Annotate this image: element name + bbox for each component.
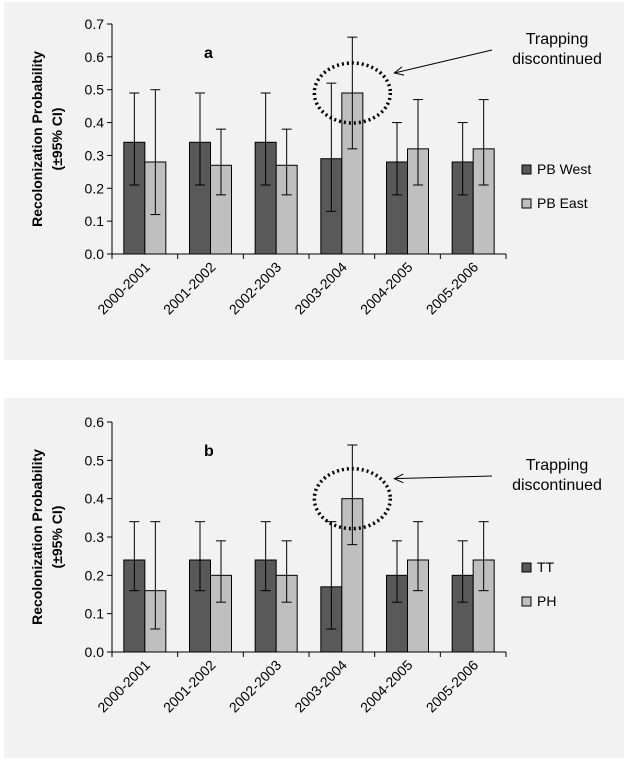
annotation-text-line1: Trapping <box>526 31 589 48</box>
x-tick-label: 2005-2006 <box>423 657 482 716</box>
y-tick-label: 0.4 <box>85 491 105 507</box>
annotation-text-line1: Trapping <box>526 457 589 474</box>
annotation-arrow <box>394 49 493 74</box>
chart-panel-a: 0.0 0.1 0.2 0.3 0.4 0.5 0.6 0.7 2000-2001 2001-20… <box>4 2 624 360</box>
annotation-circle <box>312 466 393 531</box>
annotation-text-line2: discontinued <box>512 477 602 494</box>
x-tick-label: 2003-2004 <box>291 657 350 716</box>
chart-panel-b: 0.0 0.1 0.2 0.3 0.4 0.5 0.6 2000-2001 2001-2002 2… <box>4 398 624 758</box>
y-tick-label: 0.1 <box>85 213 105 229</box>
x-tick-label: 2002-2003 <box>226 259 285 318</box>
panel-label: a <box>204 45 213 62</box>
x-tick-label: 2000-2001 <box>94 657 153 716</box>
panel-label: b <box>204 443 214 460</box>
legend-label: PB West <box>537 161 591 177</box>
chart-a-svg: 0.0 0.1 0.2 0.3 0.4 0.5 0.6 0.7 2000-2001 2001-20… <box>29 16 602 318</box>
x-tick-label: 2004-2005 <box>357 259 416 318</box>
x-tick-label: 2003-2004 <box>291 259 350 318</box>
y-tick-label: 0.7 <box>85 16 105 32</box>
legend-label: PB East <box>537 195 588 211</box>
legend-swatch <box>521 596 532 607</box>
y-tick-label: 0.6 <box>85 414 105 430</box>
y-tick-label: 0.3 <box>85 529 105 545</box>
y-tick-label: 0.5 <box>85 82 105 98</box>
y-axis-label: Recolonization Probability <box>29 449 45 625</box>
x-tick-label: 2005-2006 <box>423 259 482 318</box>
legend-swatch <box>521 164 532 175</box>
legend-swatch <box>521 562 532 573</box>
legend-label: PH <box>537 593 556 609</box>
annotation-text-line2: discontinued <box>512 51 602 68</box>
x-tick-label: 2004-2005 <box>357 657 416 716</box>
y-tick-label: 0.0 <box>85 246 105 262</box>
legend-label: TT <box>537 559 555 575</box>
y-tick-label: 0.2 <box>85 567 105 583</box>
x-tick-label: 2000-2001 <box>94 259 153 318</box>
x-tick-label: 2001-2002 <box>160 259 219 318</box>
y-tick-label: 0.5 <box>85 452 105 468</box>
annotation-circle <box>312 61 393 125</box>
y-axis-label-ci: (±95% CI) <box>49 506 65 569</box>
y-tick-label: 0.6 <box>85 49 105 65</box>
legend-swatch <box>521 198 532 209</box>
y-tick-label: 0.2 <box>85 180 105 196</box>
y-tick-label: 0.4 <box>85 115 105 131</box>
y-tick-label: 0.1 <box>85 606 105 622</box>
x-tick-label: 2002-2003 <box>226 657 285 716</box>
x-tick-label: 2001-2002 <box>160 657 219 716</box>
y-axis-label-ci: (±95% CI) <box>49 108 65 171</box>
y-axis-label: Recolonization Probability <box>29 51 45 227</box>
y-tick-label: 0.0 <box>85 644 105 660</box>
y-tick-label: 0.3 <box>85 147 105 163</box>
annotation-arrowhead <box>393 66 405 76</box>
annotation-arrow <box>394 475 493 480</box>
annotation-arrowhead <box>393 473 404 484</box>
